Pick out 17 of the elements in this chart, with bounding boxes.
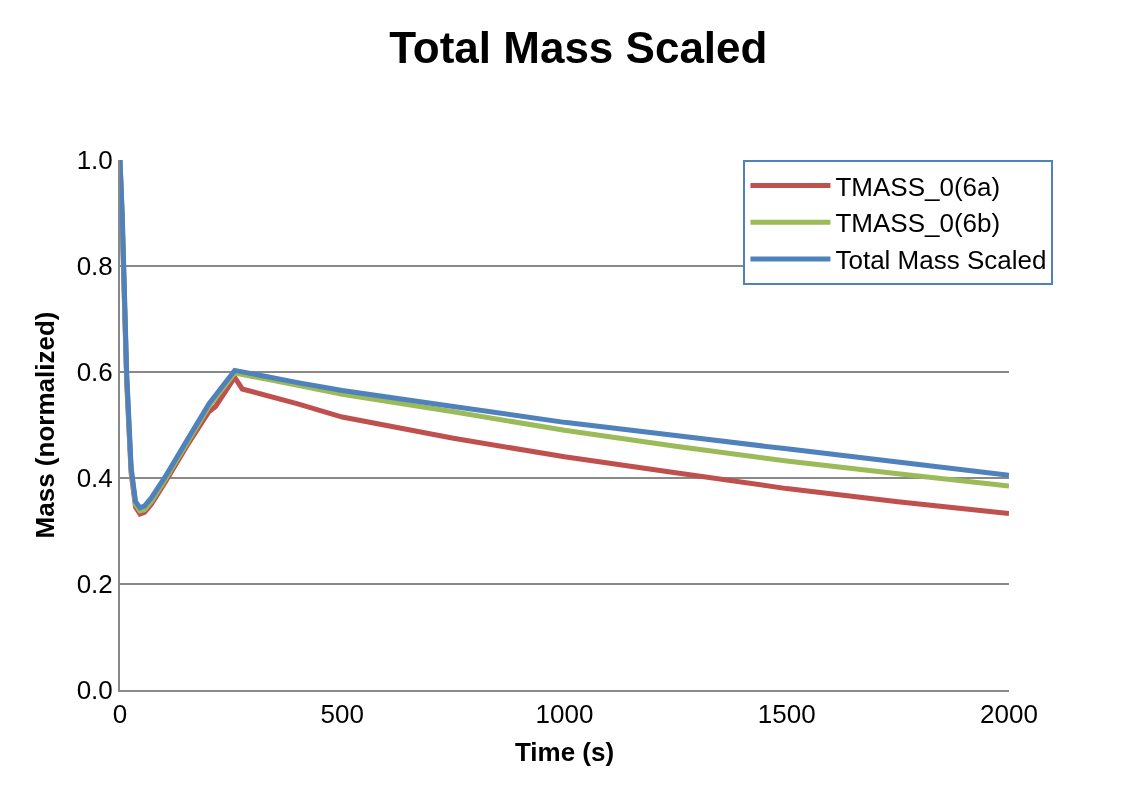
y-tick-label: 0.0 — [76, 675, 113, 706]
x-tick-label: 2000 — [980, 699, 1038, 730]
y-axis-title: Mass (normalized) — [29, 311, 60, 539]
y-tick-label: 0.6 — [76, 357, 113, 388]
x-tick-label: 0 — [112, 699, 128, 730]
chart-title: Total Mass Scaled — [389, 22, 768, 72]
x-tick-label: 500 — [320, 699, 364, 730]
y-tick-label: 0.2 — [76, 569, 113, 600]
legend-label: TMASS_0(6a) — [835, 171, 1001, 202]
y-tick-label: 0.4 — [76, 463, 113, 494]
y-tick-label: 1.0 — [76, 145, 113, 176]
y-tick-label: 0.8 — [76, 251, 113, 282]
legend-label: TMASS_0(6b) — [835, 208, 1001, 239]
x-tick-label: 1500 — [757, 699, 816, 730]
legend-label: Total Mass Scaled — [835, 245, 1047, 276]
x-tick-label: 1000 — [535, 699, 594, 730]
x-axis-title: Time (s) — [514, 737, 615, 768]
